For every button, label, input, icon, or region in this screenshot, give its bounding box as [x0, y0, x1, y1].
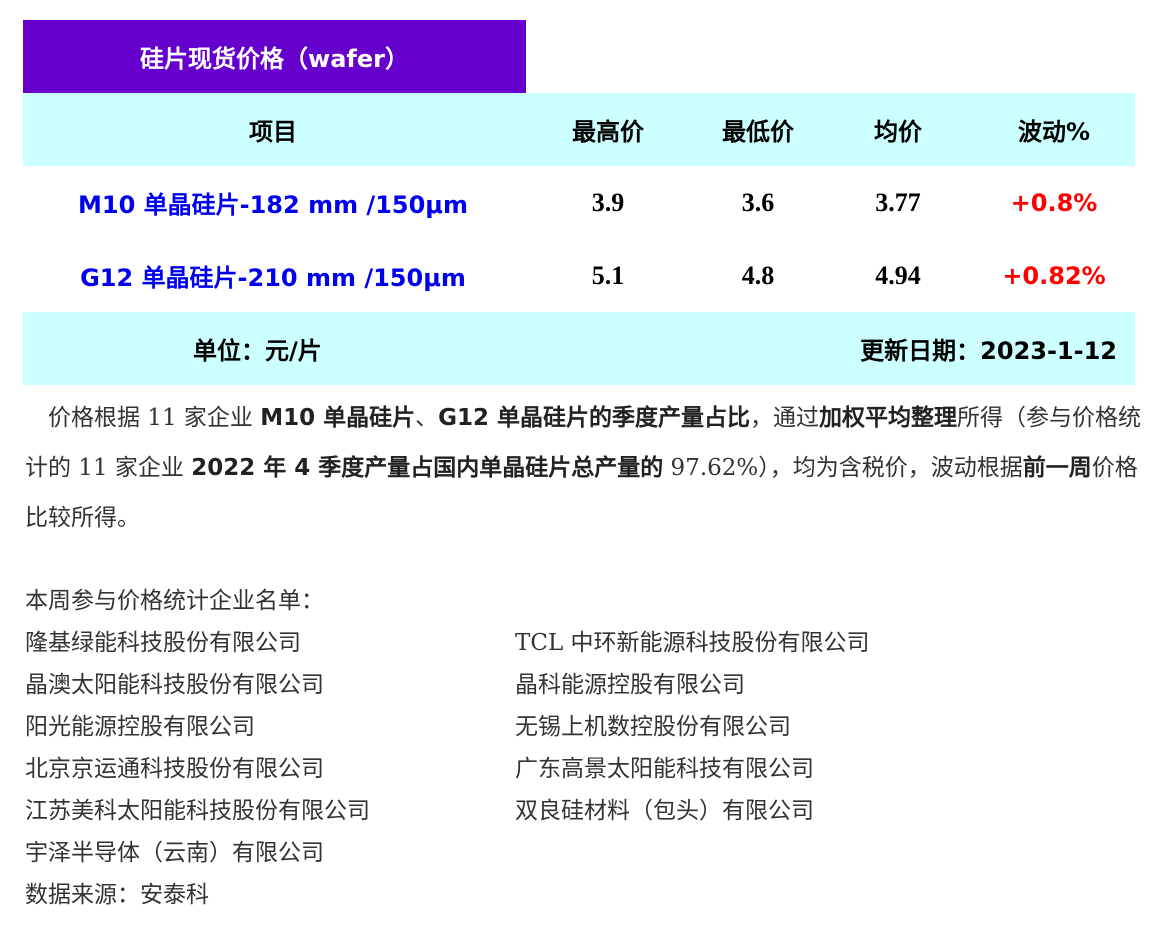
company-item: 晶澳太阳能科技股份有限公司 [25, 672, 324, 698]
text-segment: ，通过 [750, 405, 820, 431]
header-item: 项目 [249, 118, 297, 146]
avg-price: 3.77 [875, 187, 921, 217]
header-high: 最高价 [572, 118, 644, 146]
company-item: 江苏美科太阳能科技股份有限公司 [25, 798, 370, 824]
bold-text-segment: M10 单晶硅片 [260, 405, 416, 431]
bold-text-segment: 加权平均整理 [819, 405, 958, 431]
table-row: G12 单晶硅片-210 mm /150μm 5.1 4.8 4.94 +0.8… [23, 239, 1135, 312]
change-pct: +0.8% [1010, 188, 1098, 217]
bold-text-segment: 2022 年 4 季度产量占国内单晶硅片总产量的 [191, 455, 664, 481]
company-item: TCL 中环新能源科技股份有限公司 [515, 630, 870, 656]
company-item: 北京京运通科技股份有限公司 [25, 756, 324, 782]
company-item: 隆基绿能科技股份有限公司 [25, 630, 301, 656]
high-price: 5.1 [591, 260, 625, 290]
low-price: 4.8 [741, 260, 775, 290]
table-title: 硅片现货价格（wafer） [23, 20, 526, 93]
bold-text-segment: 前一周 [1022, 455, 1092, 481]
header-avg: 均价 [874, 118, 922, 146]
price-table: 项目 最高价 最低价 均价 波动% M10 单晶硅片-182 mm /150μm… [23, 93, 1135, 385]
header-low: 最低价 [722, 118, 794, 146]
data-source: 数据来源：安泰科 [25, 882, 209, 908]
description-paragraph: 价格根据 11 家企业 M10 单晶硅片、G12 单晶硅片的季度产量占比，通过加… [25, 393, 1160, 543]
header-change: 波动% [1017, 118, 1091, 146]
text-segment: 、 [415, 405, 439, 431]
item-name: G12 单晶硅片-210 mm /150μm [80, 264, 466, 292]
company-item: 阳光能源控股有限公司 [25, 714, 255, 740]
company-item: 广东高景太阳能科技有限公司 [515, 756, 814, 782]
table-footer: 单位：元/片 更新日期：2023-1-12 [23, 312, 1135, 385]
company-item: 无锡上机数控股份有限公司 [515, 714, 791, 740]
text-segment: 97.62%），均为含税价，波动根据 [663, 455, 1023, 481]
text-segment: 价格根据 11 家企业 [25, 405, 261, 431]
company-list-left: 本周参与价格统计企业名单： 隆基绿能科技股份有限公司 晶澳太阳能科技股份有限公司… [25, 580, 370, 916]
unit-label: 单位：元/片 [193, 337, 322, 365]
table-header: 项目 最高价 最低价 均价 波动% [23, 93, 1135, 166]
company-item: 双良硅材料（包头）有限公司 [515, 798, 814, 824]
text-segment: 价格比较所得。 [25, 455, 1138, 531]
change-pct: +0.82% [1002, 261, 1106, 290]
companies-title: 本周参与价格统计企业名单： [25, 588, 324, 614]
table-row: M10 单晶硅片-182 mm /150μm 3.9 3.6 3.77 +0.8… [23, 166, 1135, 239]
company-item: 宇泽半导体（云南）有限公司 [25, 840, 324, 866]
company-item: 晶科能源控股有限公司 [515, 672, 745, 698]
item-name: M10 单晶硅片-182 mm /150μm [78, 191, 468, 219]
company-list-right: TCL 中环新能源科技股份有限公司 晶科能源控股有限公司 无锡上机数控股份有限公… [515, 622, 870, 832]
avg-price: 4.94 [875, 260, 921, 290]
bold-text-segment: G12 单晶硅片的季度产量占比 [438, 405, 751, 431]
update-date: 更新日期：2023-1-12 [860, 337, 1117, 365]
text-segment: 所得（参与价格统计的 11 家企业 [25, 405, 1142, 481]
high-price: 3.9 [591, 187, 625, 217]
low-price: 3.6 [741, 187, 775, 217]
